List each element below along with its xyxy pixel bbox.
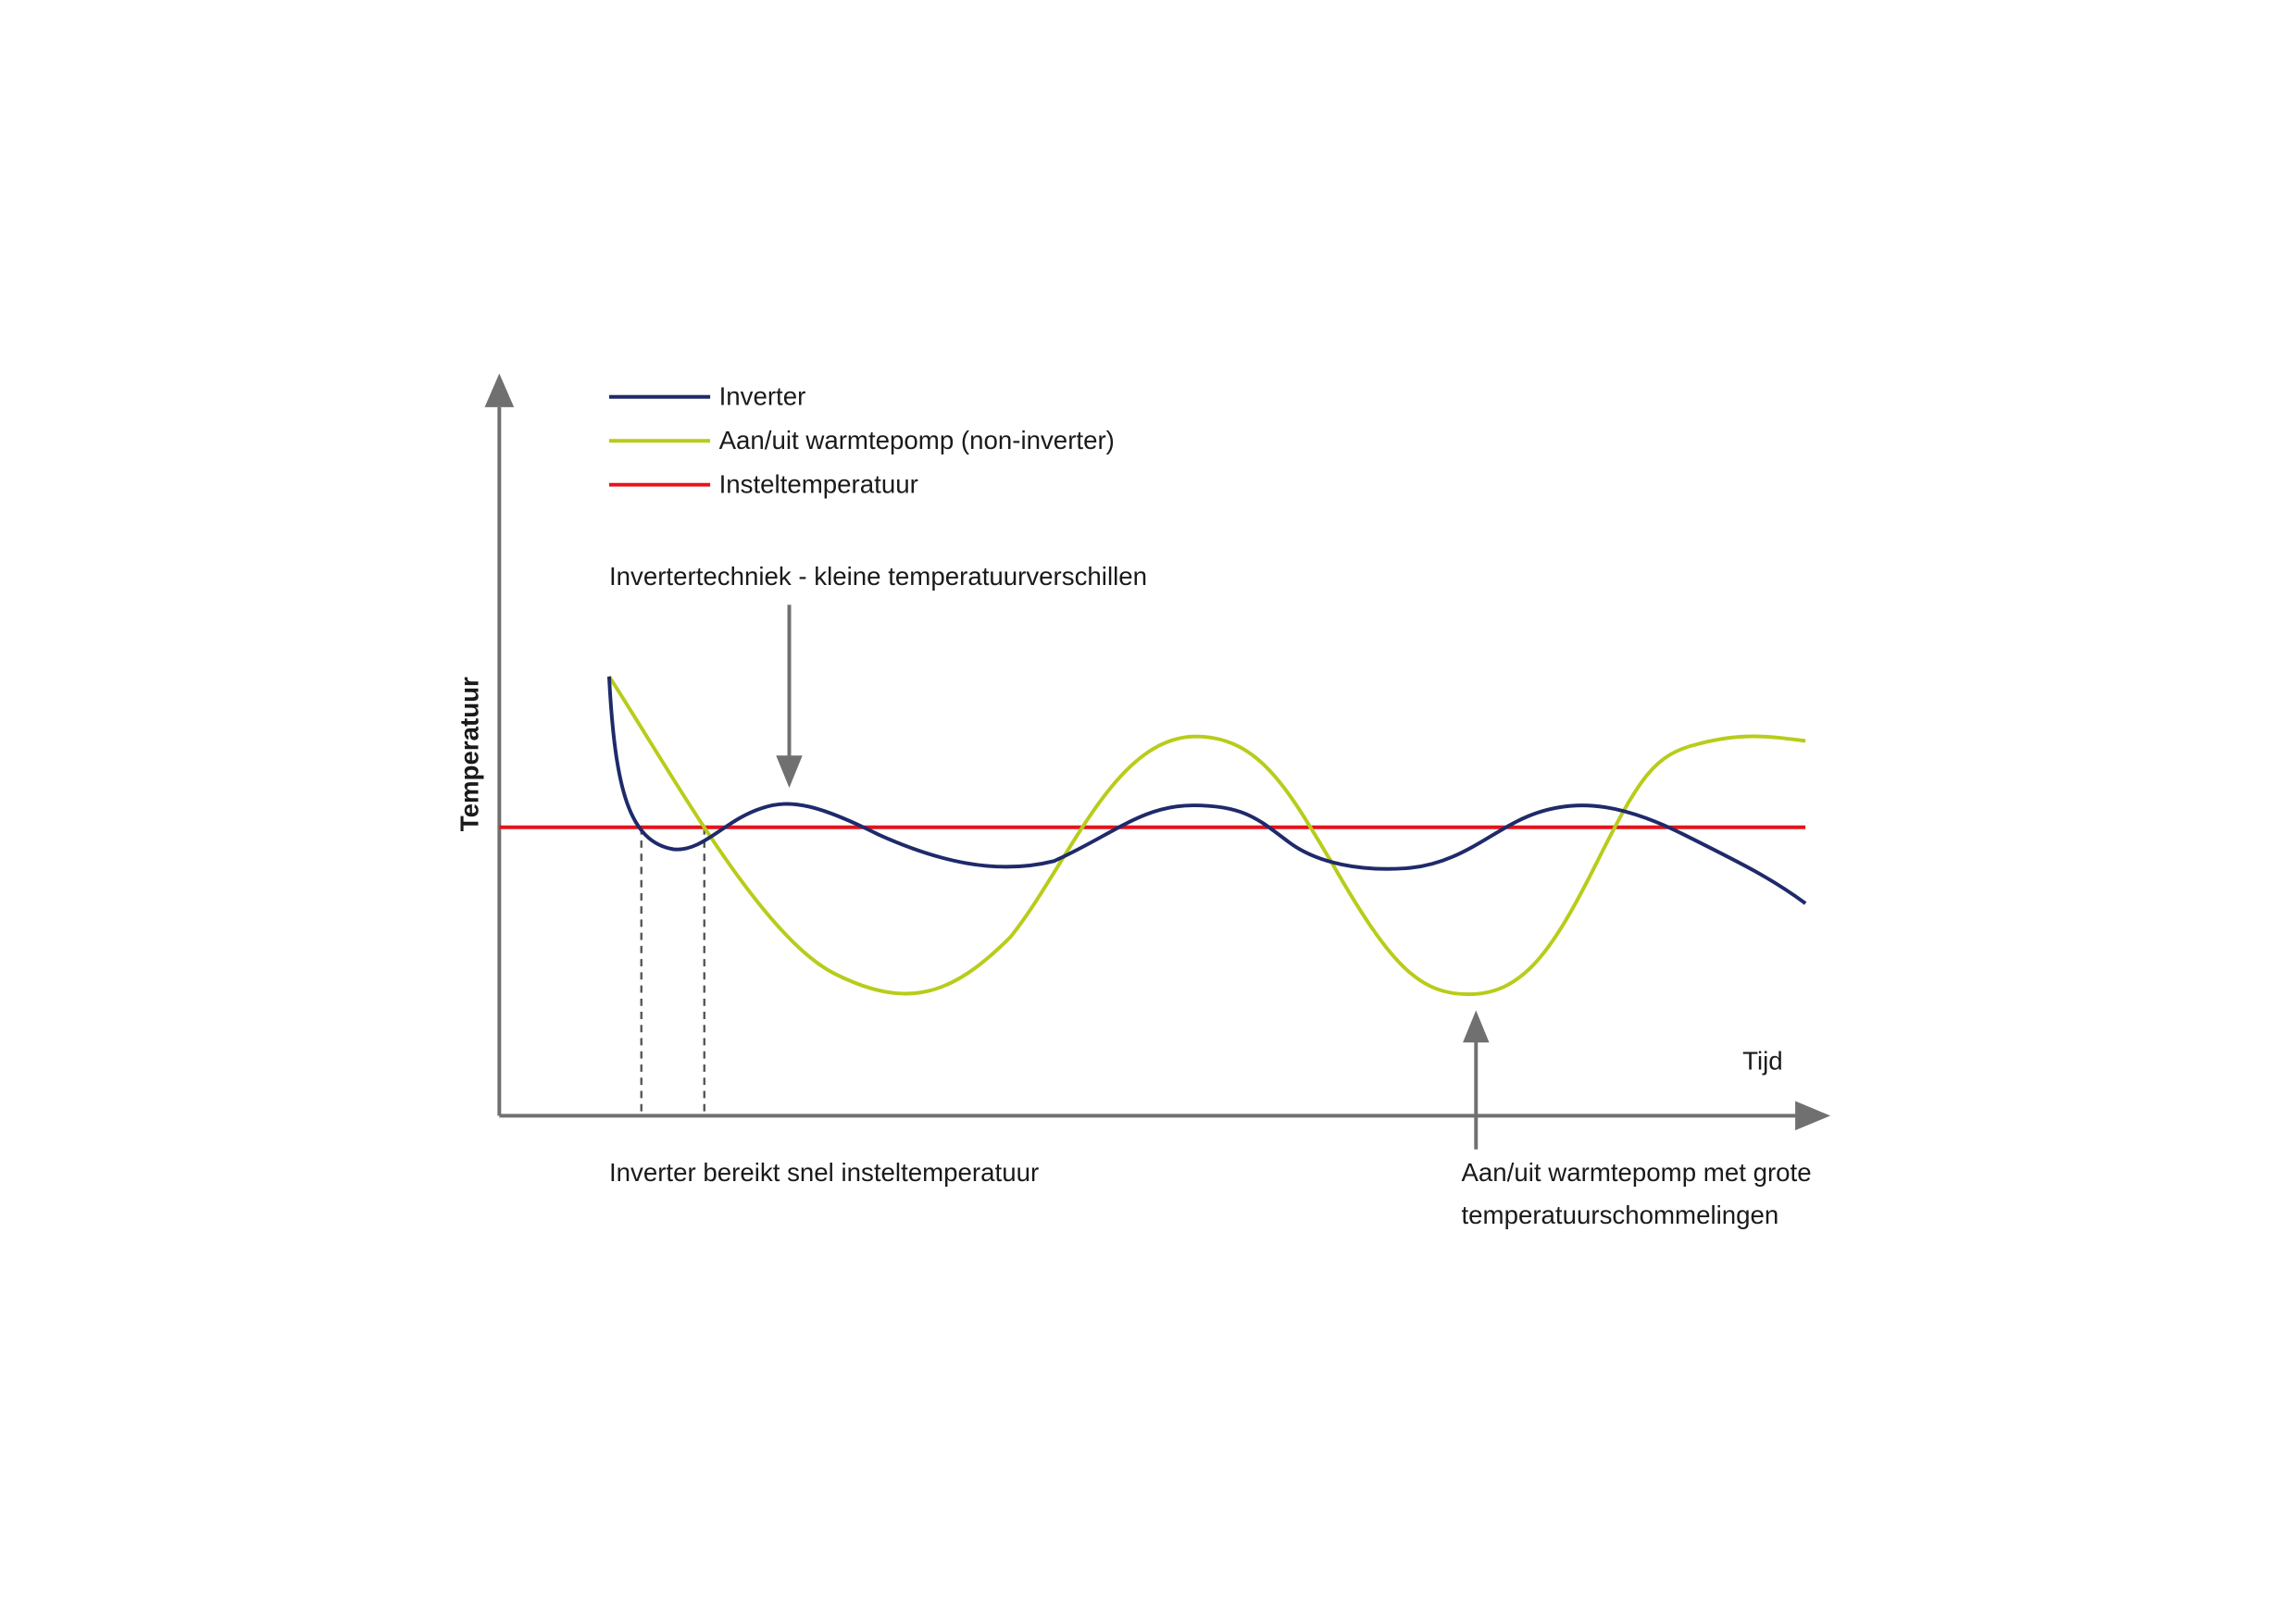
annotation: Inverter bereikt snel insteltemperatuur <box>609 1158 1039 1187</box>
onoff-curve <box>607 675 1806 997</box>
annotation: Aan/uit warmtepomp met grote <box>1461 1158 1811 1187</box>
y-axis-arrow <box>484 373 515 407</box>
annotation: Invertertechniek - kleine temperatuurver… <box>609 562 1147 591</box>
legend-label: Aan/uit warmtepomp (non-inverter) <box>719 426 1115 454</box>
legend-label: Inverter <box>719 382 806 411</box>
annotation-arrowhead <box>776 755 803 789</box>
annotation-arrowhead <box>1463 1010 1490 1043</box>
legend-label: Insteltemperatuur <box>719 470 918 499</box>
annotation: temperatuurschommelingen <box>1461 1201 1778 1229</box>
inverter-curve <box>606 676 1807 905</box>
x-axis-label: Tijd <box>1742 1047 1783 1076</box>
x-axis-arrow <box>1795 1101 1831 1131</box>
y-axis-label: Temperatuur <box>455 677 484 831</box>
